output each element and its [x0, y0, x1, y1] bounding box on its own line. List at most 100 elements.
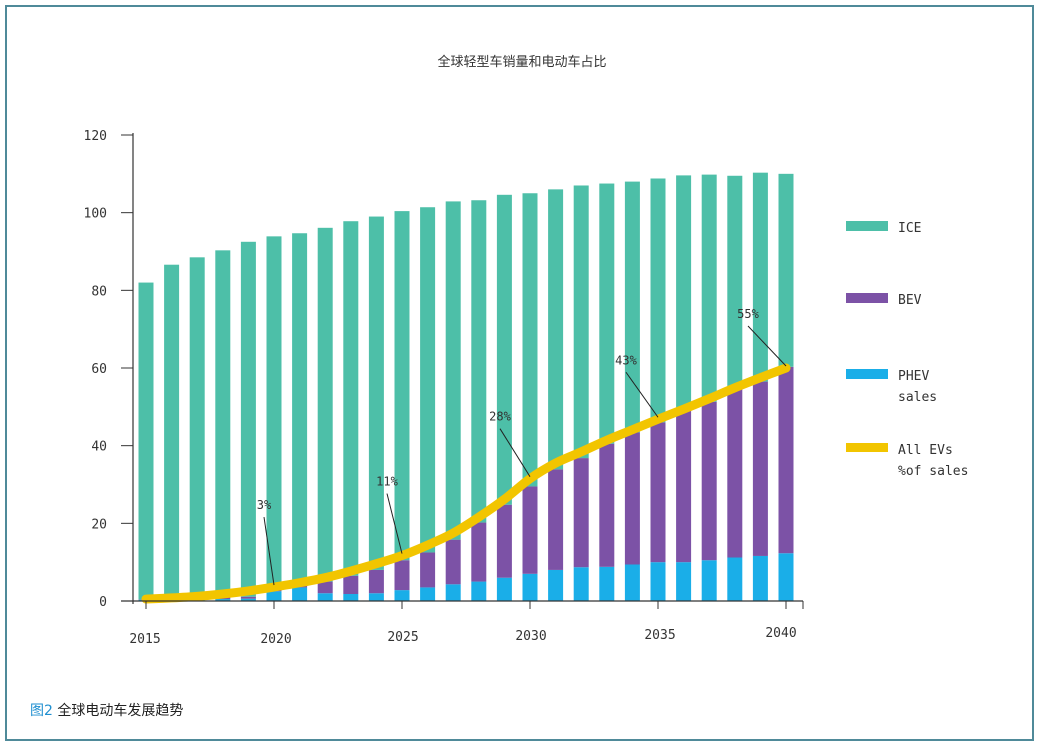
bar-bev-2026 — [420, 552, 436, 588]
bar-ice-2030 — [522, 193, 538, 487]
bar-phev-2040 — [778, 553, 794, 601]
annotation-label-2035: 43% — [615, 353, 637, 367]
y-tick-label-0: 0 — [99, 595, 107, 610]
annotation-leader-2040 — [747, 325, 787, 367]
bar-bev-2038 — [727, 388, 743, 558]
x-tick-label-2030: 2030 — [515, 629, 546, 644]
bar-bev-2040 — [778, 366, 794, 554]
bar-ice-2017 — [189, 257, 205, 598]
bar-ice-2018 — [215, 250, 231, 598]
x-tick-label-2025: 2025 — [387, 630, 418, 645]
bar-phev-2027 — [445, 584, 461, 601]
y-tick-label-60: 60 — [91, 362, 107, 377]
bar-ice-2026 — [420, 207, 436, 553]
bar-phev-2035 — [650, 562, 666, 601]
legend-swatch-0 — [846, 221, 888, 231]
legend: ICE BEV PHEV sales All EVs %of sales — [846, 221, 968, 479]
annotation-label-2020: 3% — [257, 498, 272, 512]
annotation-label-2030: 28% — [489, 410, 511, 424]
bar-phev-2034 — [624, 564, 640, 601]
annotation-label-2040: 55% — [737, 307, 759, 321]
ev-share-line — [141, 363, 791, 604]
x-tick-label-2040: 2040 — [765, 626, 796, 641]
bar-phev-2026 — [420, 587, 436, 601]
legend-label-3-1: %of sales — [898, 464, 968, 479]
y-tick-label-80: 80 — [91, 284, 107, 299]
bar-phev-2029 — [496, 577, 512, 601]
legend-label-3-0: All EVs — [898, 443, 953, 458]
bar-ice-2033 — [599, 183, 615, 444]
bar-bev-2036 — [676, 410, 692, 563]
bar-bev-2019 — [240, 596, 256, 599]
bar-ice-2015 — [138, 282, 154, 600]
x-tick-label-2020: 2020 — [260, 632, 291, 647]
figure-caption: 图2 全球电动车发展趋势 — [30, 700, 183, 720]
bar-bev-2027 — [445, 539, 461, 585]
bar-bev-2031 — [548, 469, 564, 570]
bar-phev-2039 — [752, 555, 768, 601]
bar-ice-2031 — [548, 189, 564, 470]
figure-label: 图2 — [30, 703, 53, 719]
bar-phev-2024 — [368, 593, 384, 601]
bar-bev-2032 — [573, 458, 589, 568]
bar-bev-2028 — [471, 522, 487, 582]
bar-phev-2025 — [394, 590, 410, 601]
bar-bev-2023 — [343, 575, 359, 595]
bar-phev-2038 — [727, 557, 743, 601]
legend-label-0-0: ICE — [898, 221, 921, 236]
bar-ice-2037 — [701, 174, 717, 402]
bar-ice-2032 — [573, 185, 589, 459]
x-tick-label-2015: 2015 — [129, 632, 160, 647]
x-tick-label-2035: 2035 — [644, 628, 675, 643]
bar-bev-2030 — [522, 486, 538, 574]
bar-phev-2023 — [343, 594, 359, 601]
annotation-leader-2020 — [263, 516, 275, 586]
bar-bev-2022 — [317, 581, 333, 594]
bar-bev-2033 — [599, 443, 615, 567]
bars-layer — [138, 172, 794, 601]
bar-bev-2025 — [394, 560, 410, 591]
bar-phev-2020 — [266, 591, 282, 601]
legend-swatch-1 — [846, 293, 888, 303]
bar-ice-2027 — [445, 201, 461, 540]
bar-ice-2020 — [266, 236, 282, 589]
bar-ice-2034 — [624, 181, 640, 433]
bar-ice-2024 — [368, 216, 384, 570]
bar-phev-2018 — [215, 599, 231, 601]
bar-phev-2032 — [573, 567, 589, 601]
bar-phev-2030 — [522, 573, 538, 601]
bar-bev-2035 — [650, 422, 666, 563]
bar-phev-2028 — [471, 581, 487, 601]
legend-label-2-0: PHEV — [898, 369, 929, 384]
y-tick-label-40: 40 — [91, 440, 107, 455]
bar-ice-2022 — [317, 227, 333, 582]
bar-ice-2029 — [496, 194, 512, 505]
bar-ice-2016 — [164, 264, 180, 599]
annotation-leader-2035 — [625, 371, 659, 418]
bar-ice-2035 — [650, 178, 666, 423]
figure-caption-text: 全球电动车发展趋势 — [57, 703, 184, 719]
y-tick-label-120: 120 — [84, 129, 107, 144]
bar-ice-2038 — [727, 175, 743, 389]
bar-ice-2028 — [471, 200, 487, 523]
bar-bev-2037 — [701, 401, 717, 561]
bar-bev-2039 — [752, 381, 768, 556]
bar-ice-2025 — [394, 211, 410, 561]
bar-phev-2022 — [317, 593, 333, 601]
y-tick-label-100: 100 — [84, 207, 107, 222]
bar-ice-2036 — [676, 175, 692, 411]
annotation-leader-2025 — [386, 493, 403, 554]
bar-phev-2037 — [701, 560, 717, 601]
bar-ice-2021 — [292, 233, 308, 586]
annotation-leader-2030 — [499, 428, 531, 477]
bar-phev-2033 — [599, 566, 615, 601]
bar-bev-2029 — [496, 504, 512, 578]
bar-ice-2019 — [240, 241, 256, 597]
legend-label-2-1: sales — [898, 390, 937, 405]
bar-phev-2021 — [292, 587, 308, 601]
bar-phev-2036 — [676, 562, 692, 601]
line-layer: 3% 11% 28% 43% 55% — [141, 307, 791, 604]
bar-phev-2031 — [548, 569, 564, 601]
